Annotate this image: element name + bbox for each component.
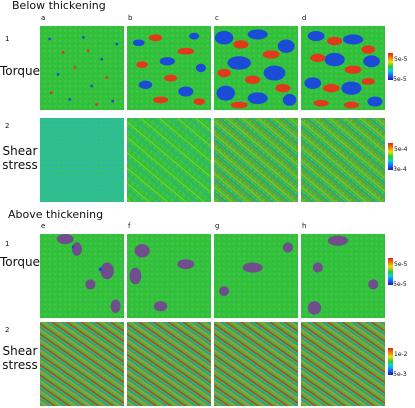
panel-letter-g: g: [215, 222, 220, 230]
panel-d-torque: d: [301, 14, 385, 110]
section-title-above: Above thickening: [8, 208, 104, 221]
shear-map-c: [214, 118, 298, 202]
torque-map-e: [40, 234, 124, 318]
panel-a-torque: a: [40, 14, 124, 110]
colorbar-below-torque-min: -5e-5: [391, 76, 407, 83]
colorbar-below-torque-max: 5e-5: [394, 56, 408, 63]
panel-a-shear: [40, 118, 124, 202]
panel-b-torque: b: [127, 14, 211, 110]
colorbar-above-torque-min: -5e-5: [391, 281, 407, 288]
shear-map-f: [127, 322, 211, 406]
panel-letter-a: a: [41, 14, 46, 22]
panel-e-shear: [40, 322, 124, 406]
panel-e-torque: e: [40, 222, 124, 318]
panel-h-shear: [301, 322, 385, 406]
row-label-shear-line2: stress: [2, 158, 38, 172]
colorbar-below-torque: [388, 53, 393, 80]
colorbar-below-shear-max: 5e-4: [394, 146, 408, 153]
row-label-shear-below: Shear stress: [0, 144, 40, 172]
shear-map-d: [301, 118, 385, 202]
panel-letter-d: d: [302, 14, 307, 22]
panel-c-torque: c: [214, 14, 298, 110]
section-title-below: Below thickening: [12, 0, 106, 12]
panel-f-shear: [127, 322, 211, 406]
row-label-shear-line1-above: Shear: [2, 344, 38, 358]
row-number-torque-below: 1: [5, 35, 10, 43]
colorbar-above-torque: [388, 258, 393, 285]
row-number-shear-above: 2: [5, 326, 10, 334]
colorbar-above-shear-max: 1e-2: [394, 351, 408, 358]
torque-map-f: [127, 234, 211, 318]
row-label-torque-above: Torque: [0, 255, 40, 269]
panel-letter-h: h: [302, 222, 307, 230]
shear-map-h: [301, 322, 385, 406]
panel-g-shear: [214, 322, 298, 406]
row-number-torque-above: 1: [5, 240, 10, 248]
torque-map-g: [214, 234, 298, 318]
row-label-shear-above: Shear stress: [0, 344, 42, 372]
row-label-torque-below: Torque: [0, 64, 40, 78]
torque-map-d: [301, 26, 385, 110]
shear-map-a: [40, 118, 124, 202]
torque-map-a: [40, 26, 124, 110]
colorbar-below-shear-min: -3e-4: [391, 166, 407, 173]
torque-map-c: [214, 26, 298, 110]
colorbar-above-torque-max: 5e-5: [394, 261, 408, 268]
colorbar-above-shear: [388, 348, 393, 375]
shear-map-g: [214, 322, 298, 406]
shear-map-b: [127, 118, 211, 202]
row-number-shear-below: 2: [5, 122, 10, 130]
panel-h-torque: h: [301, 222, 385, 318]
panel-letter-c: c: [215, 14, 219, 22]
row-label-shear-line1: Shear: [2, 144, 38, 158]
panel-g-torque: g: [214, 222, 298, 318]
colorbar-below-shear: [388, 143, 393, 170]
torque-map-h: [301, 234, 385, 318]
panel-f-torque: f: [127, 222, 211, 318]
panel-letter-e: e: [41, 222, 46, 230]
panel-letter-b: b: [128, 14, 133, 22]
shear-map-e: [40, 322, 124, 406]
colorbar-above-shear-min: -5e-3: [391, 371, 407, 378]
panel-letter-f: f: [128, 222, 131, 230]
panel-b-shear: [127, 118, 211, 202]
row-label-shear-line2-above: stress: [2, 358, 38, 372]
panel-c-shear: [214, 118, 298, 202]
torque-map-b: [127, 26, 211, 110]
panel-d-shear: [301, 118, 385, 202]
